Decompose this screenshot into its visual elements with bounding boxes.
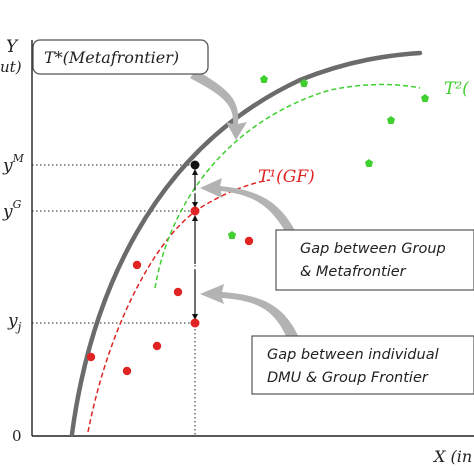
- group-1-point: [122, 366, 132, 376]
- group-2-point: [228, 231, 236, 239]
- group-frontier-1-curve: [87, 179, 271, 433]
- meta-callout-arrow: [190, 70, 247, 140]
- yj-sub: j: [15, 320, 22, 334]
- yg-sup: G: [13, 198, 22, 211]
- metafrontier-label: T*(Metafrontier): [44, 48, 179, 67]
- gap-group-line1: Gap between Group: [300, 241, 446, 257]
- gap-dmu-line2: DMU & Group Frontier: [267, 370, 429, 386]
- gap-group-callout-box: [275, 229, 474, 291]
- gap-group-line2: & Metafrontier: [300, 264, 407, 280]
- gap-dmu-line1: Gap between individual: [267, 347, 439, 363]
- gap-dmu-callout-box: [251, 335, 474, 395]
- metafrontier-point: [190, 160, 200, 170]
- group-2-point: [421, 94, 429, 102]
- group-frontier-2-label: T²(: [444, 79, 469, 99]
- yg-label: yG: [2, 198, 22, 222]
- metafrontier-curve: [69, 50, 423, 437]
- yj-label: yj: [7, 311, 22, 334]
- group-1-point: [152, 341, 162, 351]
- group-1-point: [132, 260, 142, 270]
- group-1-point: [173, 287, 183, 297]
- group-frontier-2-curve: [154, 83, 421, 289]
- group-2-point: [300, 79, 308, 87]
- group-1-points: [86, 236, 254, 376]
- group-1-point: [244, 236, 254, 246]
- group-frontier-1-label: T¹(GF): [258, 167, 315, 187]
- group-2-points: [228, 75, 429, 239]
- origin-label: 0: [12, 427, 22, 445]
- x-axis-label: X (in: [432, 447, 472, 466]
- ym-label: yM: [2, 152, 25, 176]
- group-2-point: [387, 116, 395, 124]
- group-2-point: [365, 159, 373, 167]
- metafrontier-label-box: [32, 39, 209, 75]
- y-axis-label: Y: [6, 37, 19, 57]
- ym-sup: M: [12, 152, 25, 165]
- group-2-point: [260, 75, 268, 83]
- group-1-point: [86, 352, 96, 362]
- group-frontier-point: [190, 206, 200, 216]
- y-axis-label-sub: ut): [0, 58, 22, 76]
- dmu-point-j: [190, 318, 200, 328]
